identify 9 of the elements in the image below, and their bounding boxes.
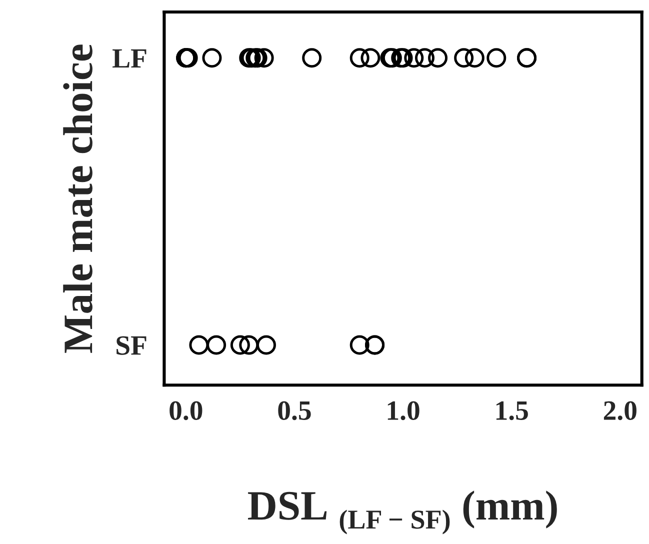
x-tick-label: 0.5: [278, 401, 311, 420]
x-tick-label: 2.0: [604, 401, 636, 420]
x-tick-label: 1.5: [496, 401, 528, 420]
x-axis-title: DSL (LF − SF) (mm): [248, 490, 557, 534]
x-tick-label: 0.0: [170, 401, 202, 420]
x-tick-label: 1.0: [388, 401, 420, 420]
y-axis-title: Male mate choice: [63, 44, 92, 353]
y-tick-label: SF: [116, 336, 146, 355]
y-tick-label: LF: [112, 49, 146, 68]
